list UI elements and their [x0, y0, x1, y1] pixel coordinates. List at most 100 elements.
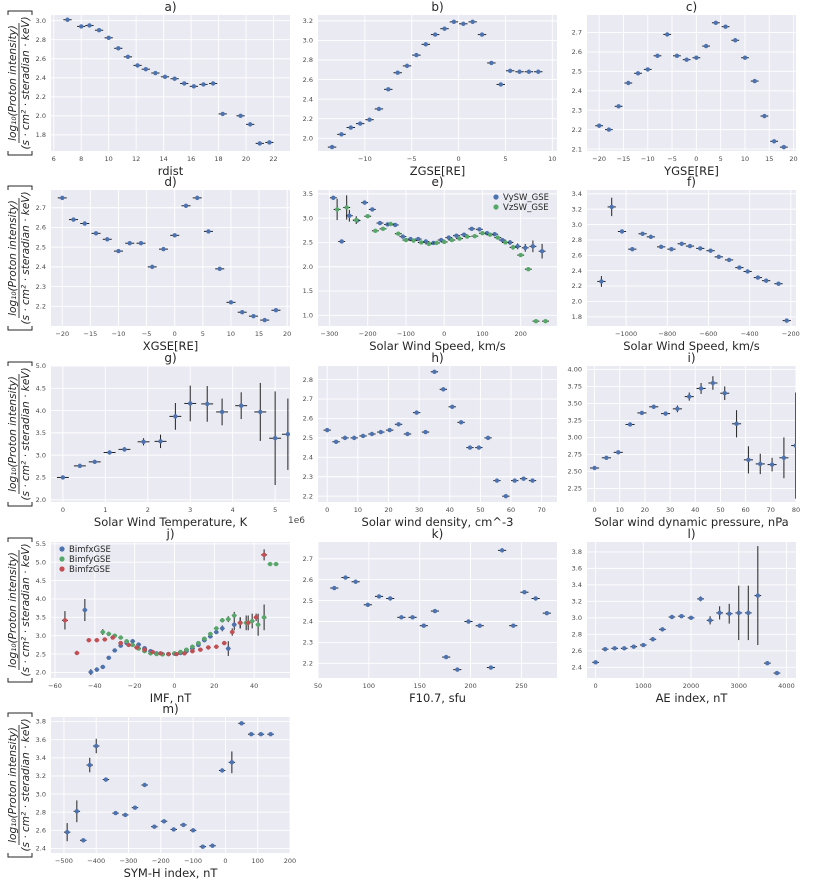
data-layer — [327, 19, 543, 150]
data-point — [612, 646, 617, 651]
y-label-numerator: log₁₀(Proton intensity) — [7, 727, 19, 843]
data-point — [746, 610, 751, 616]
y-tick-label: 3.0 — [303, 214, 313, 222]
data-point — [182, 81, 187, 86]
y-tick-label: 3.8 — [36, 718, 46, 726]
data-point — [640, 231, 645, 236]
data-point — [710, 380, 716, 386]
data-point — [267, 140, 272, 145]
data-point — [426, 241, 432, 247]
data-point — [74, 809, 80, 814]
data-point — [232, 622, 237, 627]
x-tick-label: −5 — [667, 155, 677, 163]
y-tick-label: 1.8 — [572, 313, 582, 321]
y-tick-label: 2.8 — [36, 808, 46, 816]
data-point — [403, 237, 409, 243]
x-tick-label: 20 — [384, 506, 392, 514]
y-tick-label: 2.5 — [36, 650, 46, 658]
panel-title: i) — [687, 351, 695, 365]
data-point — [150, 649, 155, 655]
data-point — [669, 246, 674, 252]
panel-title: e) — [431, 175, 443, 189]
data-layer — [57, 195, 281, 323]
data-point — [606, 127, 612, 132]
data-point — [442, 26, 447, 31]
data-point — [153, 70, 158, 76]
data-point — [261, 615, 267, 620]
data-layer — [63, 17, 274, 146]
y-tick-label: 2.0 — [303, 134, 313, 142]
data-point — [523, 245, 528, 250]
x-tick-label: 5 — [719, 155, 723, 163]
data-point — [220, 111, 225, 117]
data-point — [261, 552, 267, 558]
data-point — [631, 644, 636, 649]
data-point — [515, 244, 520, 249]
data-point — [229, 760, 235, 765]
y-tick-label: 2.2 — [36, 302, 46, 310]
data-point — [166, 651, 171, 657]
x-tick-label: 10 — [548, 155, 556, 163]
y-tick-label: 3.5 — [36, 614, 46, 622]
y-tick-label: 2.1 — [572, 145, 582, 153]
y-tick-label: 2.2 — [303, 115, 313, 123]
data-point — [734, 421, 739, 426]
data-point — [698, 596, 703, 602]
y-tick-label: 2.8 — [572, 631, 582, 639]
data-point — [776, 281, 781, 286]
panel-title: j) — [165, 527, 174, 541]
data-point — [651, 404, 656, 409]
y-tick-label: 2.75 — [568, 451, 582, 459]
data-point — [205, 401, 210, 407]
data-point — [378, 429, 384, 435]
data-point — [503, 240, 508, 245]
data-point — [487, 232, 493, 237]
x-tick-label: −5 — [407, 155, 417, 163]
plot-area — [51, 15, 290, 151]
data-point — [533, 596, 538, 601]
data-point — [198, 647, 203, 652]
panel-h: 2.2 2.3 2.4 2.5 2.6 2.7 2.8 0 10 20 30 40 50 60 70 h) So… — [303, 351, 557, 529]
data-point — [399, 615, 404, 620]
x-tick-label: 0 — [442, 330, 446, 338]
plot-area — [51, 717, 290, 853]
data-point — [172, 76, 177, 81]
data-point — [258, 732, 264, 737]
data-point — [517, 69, 522, 74]
right-bracket — [7, 10, 33, 15]
y-tick-label: 3.2 — [36, 772, 46, 780]
data-point — [342, 435, 348, 441]
panel-title: d) — [164, 175, 176, 189]
x-tick-label: 10 — [354, 506, 362, 514]
data-point — [126, 642, 131, 648]
data-point — [116, 46, 121, 51]
legend-label: BimfyGSE — [69, 555, 111, 565]
data-point — [103, 777, 109, 782]
data-point — [152, 824, 157, 829]
legend-label: BimfxGSE — [69, 545, 111, 555]
data-point — [110, 635, 115, 640]
panel-title: a) — [164, 0, 176, 14]
data-point — [423, 42, 428, 47]
data-point — [214, 626, 219, 631]
x-tick-label: 12 — [132, 155, 140, 163]
data-point — [201, 82, 206, 87]
y-tick-label: 5.0 — [36, 558, 46, 566]
data-point — [461, 21, 466, 27]
y-tick-label: 2.2 — [572, 282, 582, 290]
x-tick-label: 40 — [250, 682, 258, 690]
data-point — [771, 139, 777, 144]
y-tick-label: 2.0 — [36, 112, 46, 120]
data-point — [238, 620, 243, 626]
left-bracket — [7, 678, 33, 683]
data-point — [467, 445, 473, 450]
panel-f: 1.8 2.0 2.2 2.4 2.6 2.8 3.0 3.2 3.4 −1000 −800 −600… — [572, 175, 800, 353]
y-tick-label: 3.5 — [36, 429, 46, 437]
data-point — [593, 660, 598, 665]
data-point — [477, 227, 482, 232]
y-axis-label: log₁₀(Proton intensity) (s · cm² · sterad… — [7, 712, 33, 858]
plot-area — [51, 190, 290, 326]
data-point — [262, 317, 267, 323]
data-point — [86, 637, 92, 643]
data-point — [268, 732, 273, 737]
